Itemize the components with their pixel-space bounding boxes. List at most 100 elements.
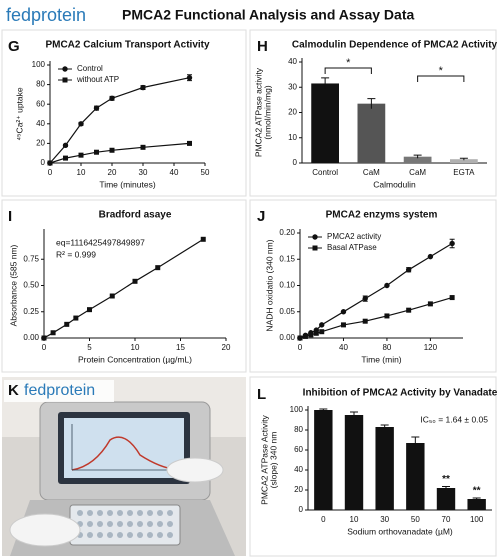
- y-tick-label: 0: [41, 158, 46, 167]
- marker: [132, 278, 138, 284]
- y-tick-label: 0.75: [23, 254, 39, 263]
- legend-marker: [312, 245, 318, 251]
- panel-letter: J: [257, 208, 265, 225]
- marker: [200, 236, 206, 242]
- legend-label: Control: [77, 64, 103, 73]
- y-axis-label: NADH oxidatio (340 nm): [264, 239, 274, 331]
- chart-title: Bradford asaye: [99, 210, 172, 221]
- y-axis-label: (slope) 340 nm: [268, 432, 278, 489]
- y-tick-label: 20: [288, 108, 297, 117]
- marker: [109, 147, 115, 153]
- y-tick-label: 0.00: [279, 333, 295, 342]
- error-bar: [442, 486, 450, 490]
- marker: [302, 333, 308, 339]
- legend-marker: [312, 234, 318, 240]
- panel-letter: K: [8, 382, 19, 399]
- marker: [449, 240, 455, 247]
- marker: [78, 152, 84, 158]
- legend-label: Basal ATPase: [327, 243, 377, 252]
- x-tick-label: 0: [42, 343, 47, 352]
- x-tick-label: 10: [350, 515, 359, 524]
- page-title: PMCA2 Functional Analysis and Assay Data: [122, 7, 414, 23]
- marker: [384, 282, 390, 289]
- marker: [63, 155, 68, 161]
- marker: [64, 321, 70, 327]
- panel-letter: I: [8, 208, 12, 225]
- y-tick-label: 0.15: [279, 254, 295, 263]
- y-tick-label: 60: [36, 99, 45, 108]
- x-axis-label: Sodium orthovanadate (µM): [347, 526, 453, 536]
- error-bar: [413, 154, 422, 159]
- x-axis-label: Protein Concentration (µg/mL): [78, 354, 192, 364]
- x-tick-label: 50: [411, 515, 420, 524]
- bar: [436, 488, 456, 510]
- marker: [319, 322, 325, 328]
- marker: [109, 95, 115, 102]
- significance-bracket: [324, 67, 372, 74]
- y-tick-label: 0: [299, 505, 304, 514]
- x-tick-label: EGTA: [453, 168, 475, 177]
- marker: [405, 267, 412, 273]
- marker: [140, 84, 146, 91]
- y-tick-label: 0: [293, 158, 298, 167]
- panel-letter: H: [257, 38, 268, 55]
- y-tick-label: 80: [294, 425, 303, 434]
- error-bar: [459, 157, 468, 161]
- marker: [308, 332, 314, 338]
- error-bar: [321, 77, 330, 90]
- y-tick-label: 40: [294, 465, 303, 474]
- y-tick-label: 20: [294, 485, 303, 494]
- marker: [406, 307, 412, 313]
- logo: fedprotein: [6, 5, 86, 25]
- y-axis-label: Absorbance (585 nm): [8, 244, 18, 326]
- chart-title: Calmodulin Dependence of PMCA2 Activity: [292, 40, 498, 51]
- bar: [375, 427, 394, 510]
- bar: [450, 159, 478, 163]
- marker: [384, 313, 390, 319]
- legend-marker: [62, 66, 68, 72]
- legend-marker: [62, 77, 68, 83]
- x-tick-label: Control: [312, 168, 338, 177]
- y-axis-label: ⁴⁵Ca²⁺ uptake: [14, 87, 24, 141]
- y-tick-label: 0.10: [279, 281, 295, 290]
- significance-label: *: [346, 57, 351, 69]
- legend-label: without ATP: [76, 75, 119, 84]
- x-tick-label: 20: [108, 168, 117, 177]
- marker: [362, 295, 368, 302]
- error-bar: [411, 436, 420, 449]
- y-axis-label: (nmol/min/mg): [262, 85, 272, 139]
- y-tick-label: 30: [288, 82, 297, 91]
- x-tick-label: 80: [382, 343, 391, 352]
- marker: [362, 318, 368, 324]
- x-tick-label: 10: [77, 168, 86, 177]
- marker: [427, 253, 434, 260]
- marker: [94, 149, 99, 155]
- bar: [406, 443, 425, 510]
- x-tick-label: 120: [424, 343, 438, 352]
- y-tick-label: 0.25: [23, 307, 39, 316]
- error-bar: [319, 408, 328, 411]
- x-tick-label: CaM: [363, 168, 380, 177]
- panel-borders: [1, 29, 497, 557]
- error-bar: [367, 98, 376, 109]
- panel-letter: G: [8, 38, 20, 55]
- y-tick-label: 0.50: [23, 281, 39, 290]
- significance-bracket: [417, 75, 465, 82]
- marker: [340, 309, 347, 315]
- bar: [403, 156, 432, 163]
- marker: [50, 330, 56, 336]
- chart-title: Inhibition of PMCA2 Activity by Vanadate: [303, 388, 498, 399]
- x-tick-label: CaM: [409, 168, 426, 177]
- marker: [93, 105, 100, 111]
- marker: [319, 329, 325, 335]
- annotation: eq=1116425497849897: [56, 237, 145, 247]
- marker: [140, 144, 146, 150]
- chart-title: PMCA2 enzyms system: [326, 210, 438, 221]
- photo-logo: fedprotein: [24, 382, 95, 399]
- chart-title: PMCA2 Calcium Transport Activity: [45, 40, 210, 51]
- panel-letter: L: [257, 386, 266, 403]
- marker: [41, 335, 47, 341]
- significance-label: *: [439, 65, 444, 77]
- x-tick-label: 50: [201, 168, 210, 177]
